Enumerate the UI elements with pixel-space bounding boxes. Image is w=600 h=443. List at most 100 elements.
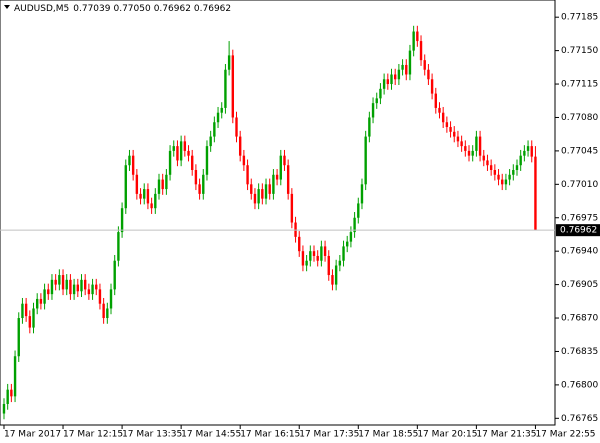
- candle-body: [220, 107, 223, 113]
- candle-body: [408, 50, 412, 75]
- candle-body: [364, 136, 367, 185]
- candle-body: [124, 165, 127, 209]
- low-label: 0.76962: [154, 4, 191, 14]
- candle-body: [493, 170, 497, 175]
- candle-body: [205, 146, 209, 175]
- x-tick-label: 17 Mar 13:35: [122, 430, 182, 440]
- x-tick-label: 17 Mar 14:55: [181, 430, 241, 440]
- candle-body: [213, 122, 216, 137]
- candle-body: [334, 265, 338, 285]
- candle-body: [150, 203, 153, 209]
- candle-body: [131, 155, 135, 175]
- candle-body: [216, 112, 220, 123]
- candle-body: [58, 275, 61, 285]
- candle-body: [224, 69, 227, 108]
- candle-body: [61, 275, 65, 290]
- candle-body: [353, 217, 356, 233]
- candle-body: [187, 150, 190, 156]
- current-price-box: [556, 224, 600, 237]
- candle-body: [264, 184, 268, 199]
- candle-body: [441, 112, 445, 123]
- candle-body: [390, 74, 393, 85]
- x-tick-label: 17 Mar 22:55: [535, 430, 595, 440]
- candle-body: [327, 255, 330, 276]
- y-tick-label: 0.76800: [561, 380, 598, 390]
- candle-body: [305, 260, 308, 266]
- candle-body: [438, 107, 441, 113]
- candle-body: [486, 160, 489, 166]
- candle-body: [323, 246, 327, 256]
- x-tick-label: 17 Mar 20:15: [417, 430, 477, 440]
- candle-body: [482, 155, 485, 161]
- candle-body: [397, 69, 401, 80]
- candle-body: [113, 260, 116, 290]
- candle-body: [456, 136, 460, 142]
- candle-body: [360, 184, 364, 204]
- y-tick-label: 0.76835: [561, 347, 598, 357]
- candle-body: [250, 184, 253, 194]
- candle-body: [261, 189, 264, 199]
- candle-body: [227, 55, 231, 70]
- candle-body: [301, 251, 305, 266]
- candle-body: [242, 155, 246, 166]
- candle-body: [168, 150, 172, 175]
- candle-body: [309, 251, 312, 261]
- candle-body: [268, 184, 271, 194]
- candle-body: [17, 318, 20, 357]
- candle-body: [235, 117, 238, 137]
- plot-frame: [0, 0, 556, 426]
- candle-body: [139, 193, 142, 199]
- candle-body: [98, 289, 102, 304]
- candle-body: [478, 136, 482, 156]
- candle-body: [43, 289, 46, 304]
- candle-body: [109, 289, 113, 309]
- y-tick-label: 0.77080: [561, 113, 598, 123]
- candle-body: [95, 284, 98, 290]
- candle-body: [76, 284, 79, 292]
- candle-body: [412, 31, 415, 51]
- candle-body: [80, 279, 83, 292]
- chart-title: AUDUSD,M5: [14, 4, 69, 14]
- candle-body: [423, 60, 426, 70]
- x-tick-label: 17 Mar 18:55: [358, 430, 418, 440]
- candle-body: [489, 165, 493, 170]
- candle-body: [102, 303, 105, 319]
- candle-body: [449, 127, 452, 132]
- candle-body: [179, 141, 183, 161]
- candle-body: [28, 316, 32, 328]
- candle-body: [368, 117, 371, 137]
- candle-body: [501, 179, 504, 185]
- candle-body: [534, 156, 537, 231]
- candle-body: [21, 303, 24, 319]
- candle-body: [172, 146, 175, 151]
- candle-body: [504, 179, 508, 185]
- candle-body: [24, 303, 28, 317]
- candle-body: [342, 246, 345, 261]
- candle-body: [279, 155, 282, 180]
- candle-body: [526, 146, 530, 151]
- open-label: 0.77039: [73, 4, 110, 14]
- y-tick-label: 0.76870: [561, 314, 598, 324]
- candle-body: [386, 79, 390, 85]
- chart-header: AUDUSD,M5 0.77039 0.77050 0.76962 0.76962: [14, 4, 231, 14]
- candle-body: [512, 170, 515, 175]
- candle-body: [371, 103, 375, 118]
- candle-body: [393, 74, 397, 80]
- candle-body: [464, 146, 467, 151]
- x-tick-label: 17 Mar 12:15: [63, 430, 123, 440]
- candle-body: [316, 255, 319, 261]
- candle-body: [198, 184, 201, 194]
- candle-body: [445, 122, 449, 128]
- candle-body: [91, 284, 94, 295]
- candle-body: [471, 150, 474, 156]
- candle-body: [257, 189, 260, 204]
- candle-body: [475, 136, 478, 151]
- candle-body: [467, 150, 471, 156]
- candle-body: [427, 69, 430, 80]
- candle-body: [405, 64, 408, 75]
- y-tick-label: 0.76765: [561, 414, 598, 424]
- candle-body: [10, 389, 13, 397]
- candle-body: [194, 170, 198, 185]
- candle-body: [253, 193, 257, 204]
- y-tick-label: 0.77185: [561, 13, 598, 23]
